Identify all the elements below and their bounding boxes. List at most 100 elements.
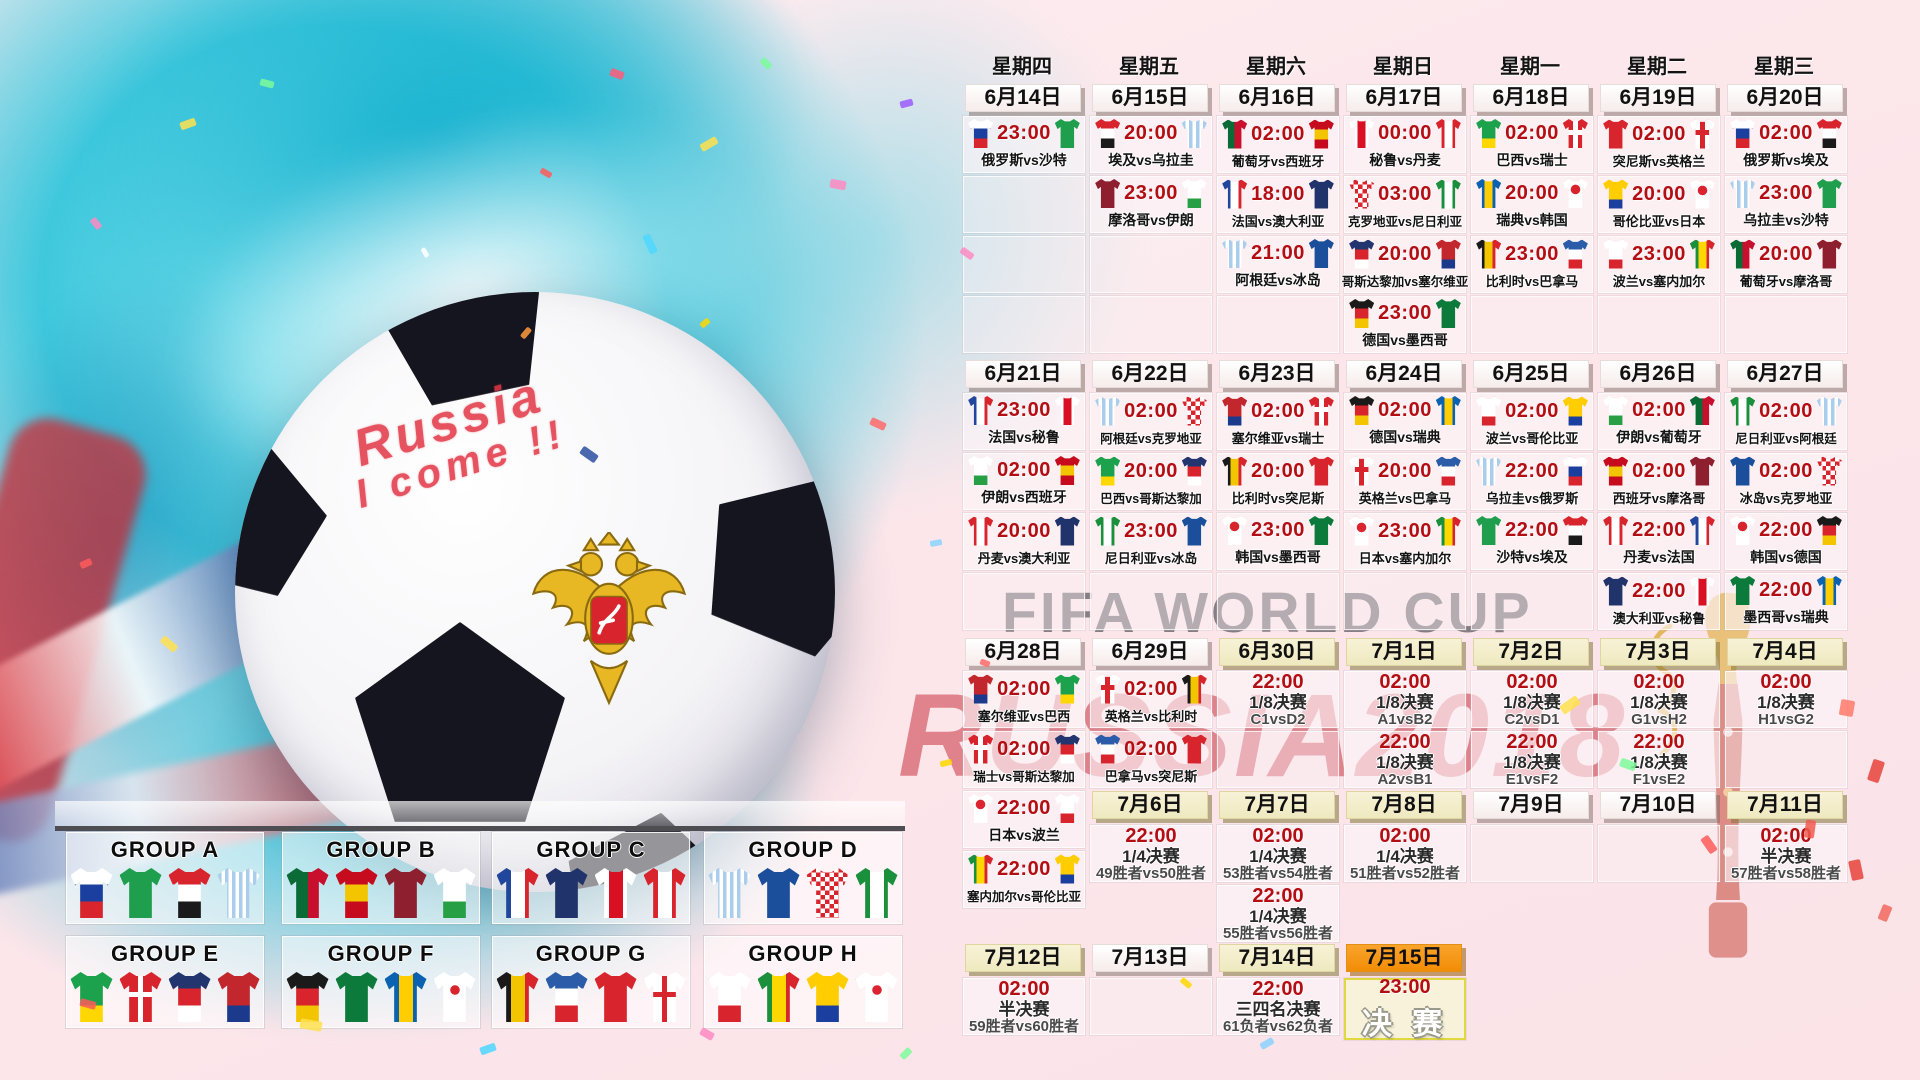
- match-time: 23:00: [1759, 182, 1813, 204]
- group-jerseys: [70, 972, 260, 1022]
- jersey-croatia-icon: [1816, 456, 1842, 486]
- match-row: 02:00: [1472, 119, 1592, 148]
- date-button[interactable]: 6月24日: [1346, 360, 1462, 388]
- match-label: 塞尔维亚vs巴西: [977, 708, 1071, 724]
- match-time: 02:00: [1632, 122, 1686, 145]
- match-row: 23:00: [964, 119, 1084, 148]
- date-button[interactable]: 7月4日: [1727, 638, 1843, 666]
- date-button[interactable]: 6月16日: [1219, 84, 1335, 112]
- confetti-piece: [899, 98, 914, 109]
- match-label: 瑞典vs韩国: [1496, 212, 1568, 228]
- date-button[interactable]: 7月15日: [1346, 944, 1462, 972]
- date-button[interactable]: 6月27日: [1727, 360, 1843, 388]
- match-row: 02:00: [1345, 396, 1465, 425]
- date-button[interactable]: 6月22日: [1092, 360, 1208, 388]
- jersey-brazil-icon: [1476, 119, 1502, 148]
- jersey-saudi-arabia-icon: [1816, 179, 1842, 208]
- date-button[interactable]: 7月11日: [1727, 791, 1843, 819]
- date-button[interactable]: 7月1日: [1346, 638, 1462, 666]
- date-button[interactable]: 6月26日: [1600, 360, 1716, 388]
- match-time: 02:00: [997, 459, 1051, 481]
- match-label: 埃及vs乌拉圭: [1108, 152, 1194, 168]
- jersey-germany-icon: [1816, 516, 1842, 545]
- empty-cell: [1217, 573, 1339, 630]
- date-button[interactable]: 7月12日: [965, 944, 1081, 972]
- group-jerseys: [496, 972, 686, 1022]
- match-row: 02:00: [1091, 396, 1211, 426]
- match-time: 22:00: [1252, 977, 1304, 1000]
- jersey-france-icon: [1689, 516, 1715, 545]
- match-row: 02:00: [1726, 456, 1846, 486]
- match-time: 02:00: [1759, 122, 1813, 144]
- date-button[interactable]: 7月9日: [1473, 791, 1589, 819]
- confetti-piece: [609, 67, 625, 81]
- match-time: 23:00: [1379, 975, 1431, 998]
- date-button[interactable]: 6月14日: [965, 84, 1081, 112]
- match-label: 日本vs波兰: [988, 827, 1060, 843]
- date-button[interactable]: 6月25日: [1473, 360, 1589, 388]
- match-time: 02:00: [1759, 399, 1813, 422]
- jersey-morocco-icon: [384, 868, 427, 918]
- jersey-australia-icon: [1054, 516, 1080, 546]
- date-button[interactable]: 7月6日: [1092, 791, 1208, 819]
- group-jerseys: [286, 972, 476, 1022]
- match-time: 02:00: [998, 977, 1050, 1000]
- date-button[interactable]: 6月28日: [965, 638, 1081, 666]
- jersey-croatia-icon: [1181, 396, 1207, 426]
- russia-crest-icon: [531, 532, 687, 706]
- match-code: C1vsD2: [1250, 710, 1306, 728]
- match-time: 23:00: [1124, 182, 1178, 204]
- match-cell: 02:00 德国vs瑞典: [1344, 393, 1466, 450]
- match-time: 02:00: [1251, 399, 1305, 422]
- empty-cell: [963, 236, 1085, 293]
- match-label: 克罗地亚vs尼日利亚: [1348, 214, 1462, 229]
- date-button[interactable]: 6月19日: [1600, 84, 1716, 112]
- date-button[interactable]: 7月8日: [1346, 791, 1462, 819]
- match-row: 02:00: [1726, 119, 1846, 148]
- date-button[interactable]: 6月29日: [1092, 638, 1208, 666]
- date-button[interactable]: 6月23日: [1219, 360, 1335, 388]
- confetti-piece: [259, 78, 275, 89]
- match-time: 03:00: [1378, 182, 1432, 205]
- jersey-germany-icon: [1349, 299, 1375, 328]
- date-button[interactable]: 6月21日: [965, 360, 1081, 388]
- match-time: 22:00: [1506, 730, 1558, 753]
- jersey-south-korea-icon: [1562, 179, 1588, 208]
- jersey-iran-icon: [1603, 396, 1629, 425]
- jersey-iceland-icon: [1308, 239, 1334, 268]
- date-button[interactable]: 7月14日: [1219, 944, 1335, 972]
- match-label: 葡萄牙vs西班牙: [1231, 153, 1325, 169]
- match-time: 20:00: [1505, 182, 1559, 204]
- date-button[interactable]: 6月15日: [1092, 84, 1208, 112]
- match-time: 22:00: [1633, 730, 1685, 753]
- date-button[interactable]: 7月10日: [1600, 791, 1716, 819]
- date-button[interactable]: 6月18日: [1473, 84, 1589, 112]
- weekday-label: 星期六: [1246, 56, 1306, 78]
- empty-cell: [1471, 573, 1593, 630]
- match-cell: 02:00 波兰vs哥伦比亚: [1471, 393, 1593, 450]
- match-time: 02:00: [1632, 399, 1686, 421]
- jersey-iceland-icon: [757, 868, 800, 918]
- date-button[interactable]: 6月17日: [1346, 84, 1462, 112]
- match-label: 韩国vs德国: [1750, 549, 1822, 565]
- jersey-uruguay-icon: [1730, 179, 1756, 208]
- stage-label: 半决赛: [1760, 846, 1812, 866]
- empty-cell: [1217, 296, 1339, 353]
- jersey-costa-rica-icon: [1054, 734, 1080, 764]
- date-button[interactable]: 7月13日: [1092, 944, 1208, 972]
- match-cell: 18:00 法国vs澳大利亚: [1217, 176, 1339, 233]
- date-button[interactable]: 7月2日: [1473, 638, 1589, 666]
- jersey-belgium-icon: [1181, 674, 1207, 704]
- match-time: 23:00: [1378, 519, 1432, 542]
- jersey-egypt-icon: [1816, 119, 1842, 148]
- date-button[interactable]: 7月3日: [1600, 638, 1716, 666]
- date-button[interactable]: 6月20日: [1727, 84, 1843, 112]
- date-button[interactable]: 7月7日: [1219, 791, 1335, 819]
- jersey-portugal-icon: [1730, 239, 1756, 269]
- confetti-piece: [899, 1046, 913, 1061]
- date-button[interactable]: 6月30日: [1219, 638, 1335, 666]
- empty-cell: [1090, 573, 1212, 630]
- match-time: 20:00: [1759, 242, 1813, 265]
- match-row: 02:00: [1091, 734, 1211, 764]
